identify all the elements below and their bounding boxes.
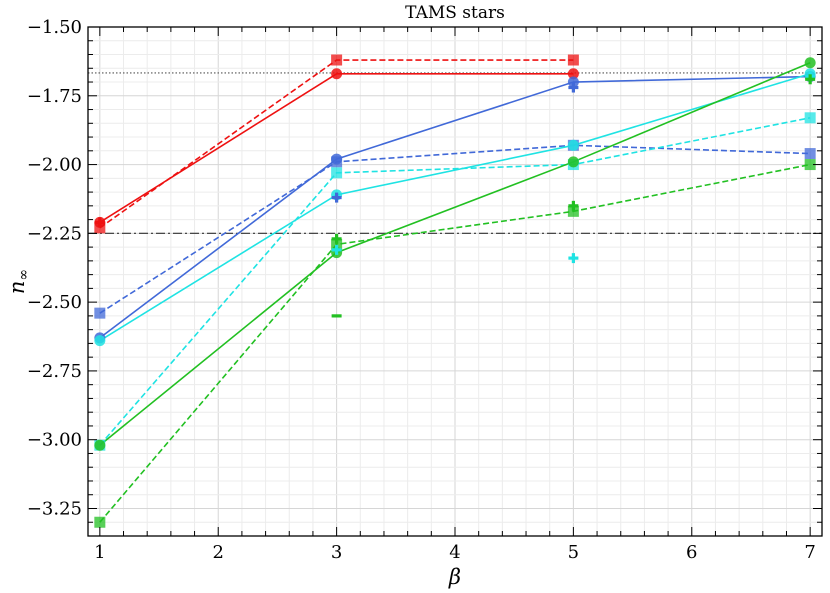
data-point-square xyxy=(94,307,106,319)
y-tick-label: −2.00 xyxy=(27,155,82,176)
y-tick-label: −3.00 xyxy=(27,430,82,451)
y-tick-label: −3.25 xyxy=(27,498,82,519)
y-tick-label: −2.75 xyxy=(27,361,82,382)
reference-lines xyxy=(88,72,822,234)
data-point-square xyxy=(331,238,343,250)
data-point-circle xyxy=(804,57,816,69)
data-point-circle xyxy=(567,156,579,168)
data-point-circle xyxy=(331,68,343,80)
series-line-5 xyxy=(99,73,811,342)
x-tick-label: 2 xyxy=(212,542,223,563)
x-axis-title: β xyxy=(448,565,461,589)
x-tick-label: 7 xyxy=(804,542,815,563)
data-point-square xyxy=(331,156,343,168)
data-point-square xyxy=(804,159,816,171)
data-point-square xyxy=(567,205,579,217)
series-lines xyxy=(99,59,811,523)
grid xyxy=(88,26,822,537)
data-point-circle xyxy=(94,439,106,451)
y-tick-label: −2.50 xyxy=(27,292,82,313)
y-axis-title-subscript: ∞ xyxy=(16,269,32,281)
y-axis-title-main: n xyxy=(5,281,29,295)
x-tick-label: 5 xyxy=(568,542,579,563)
data-point-square xyxy=(94,222,106,234)
x-tick-label: 4 xyxy=(449,542,460,563)
series-line-8 xyxy=(99,163,811,523)
series-line-4 xyxy=(99,144,811,314)
series-line-7 xyxy=(99,62,811,446)
y-tick-label: −1.50 xyxy=(27,17,82,38)
y-axis-title: n∞ xyxy=(5,269,32,294)
data-point-circle xyxy=(94,335,106,347)
series-line-3 xyxy=(99,75,811,339)
data-point-circle xyxy=(567,68,579,80)
data-point-square xyxy=(94,516,106,528)
x-tick-label: 1 xyxy=(94,542,105,563)
data-point-circle xyxy=(567,76,579,88)
data-point-square xyxy=(804,112,816,124)
axis-ticks: 1 2 3 4 5 6 7 −1.50 −1.75 −2.00 −2.25 −2.50 −2.75 −3.… xyxy=(27,17,822,563)
data-point-square xyxy=(567,54,579,66)
x-tick-label: 6 xyxy=(686,542,697,563)
data-point-square xyxy=(331,54,343,66)
data-point-square xyxy=(804,148,816,160)
markers xyxy=(94,54,816,528)
x-tick-label: 3 xyxy=(331,542,342,563)
chart-title: TAMS stars xyxy=(405,3,505,23)
y-tick-label: −1.75 xyxy=(27,86,82,107)
data-point-circle xyxy=(567,139,579,151)
data-point-square xyxy=(331,167,343,179)
series-line-6 xyxy=(99,117,811,446)
y-tick-label: −2.25 xyxy=(27,223,82,244)
